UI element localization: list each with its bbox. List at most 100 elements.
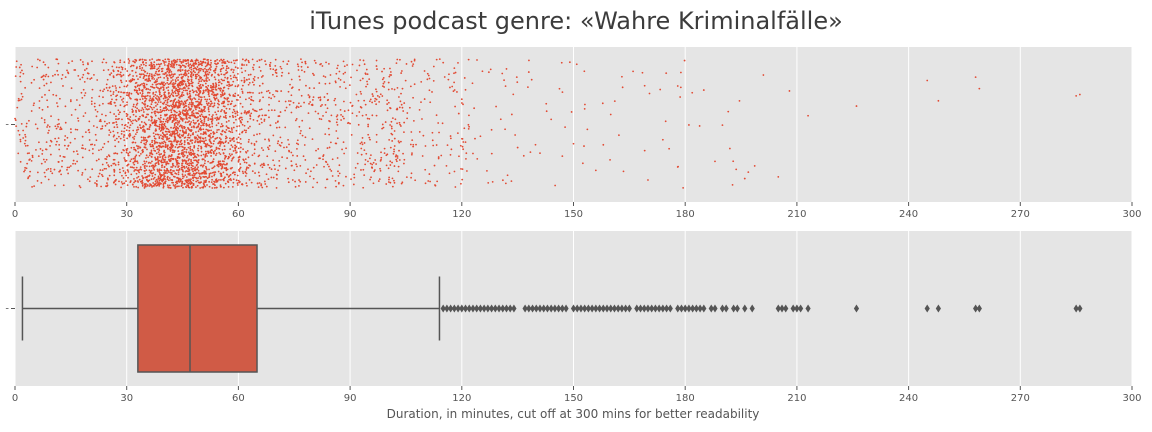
strip-point <box>200 87 202 90</box>
strip-point <box>359 142 362 145</box>
strip-point <box>359 79 362 82</box>
strip-point <box>240 116 243 119</box>
strip-point <box>143 142 146 145</box>
strip-point <box>100 173 103 176</box>
strip-point <box>181 135 184 137</box>
strip-point <box>188 182 191 184</box>
strip-point <box>474 137 476 140</box>
strip-point <box>213 102 216 105</box>
strip-point <box>141 101 144 104</box>
strip-point <box>363 99 366 102</box>
strip-point <box>219 163 222 166</box>
strip-point <box>138 87 141 90</box>
strip-point <box>117 118 119 121</box>
strip-point <box>189 98 192 101</box>
strip-point <box>156 108 159 111</box>
strip-point <box>184 174 187 177</box>
strip-point <box>495 105 497 108</box>
strip-point <box>108 134 111 136</box>
strip-point <box>167 169 170 172</box>
strip-point <box>175 185 177 188</box>
strip-point <box>145 108 148 110</box>
strip-point <box>287 181 290 184</box>
strip-point <box>219 70 222 73</box>
strip-point <box>83 94 86 97</box>
strip-point <box>211 90 214 93</box>
strip-point <box>326 107 329 110</box>
strip-point <box>245 64 248 66</box>
strip-point <box>196 168 199 170</box>
outlier-point <box>652 304 659 313</box>
strip-point <box>150 111 153 114</box>
strip-point <box>264 114 266 117</box>
strip-point <box>112 135 115 138</box>
strip-point <box>208 67 211 70</box>
strip-point <box>253 148 256 151</box>
strip-point <box>204 71 207 74</box>
strip-point <box>152 147 155 150</box>
strip-point <box>278 126 281 129</box>
strip-point <box>181 180 184 183</box>
strip-point <box>490 128 493 131</box>
strip-point <box>288 143 290 146</box>
strip-point <box>42 78 45 81</box>
strip-point <box>260 121 263 124</box>
strip-point <box>141 175 144 177</box>
strip-point <box>186 78 189 81</box>
strip-point <box>291 86 294 89</box>
strip-point <box>371 101 374 104</box>
strip-point <box>133 148 136 151</box>
strip-point <box>246 166 248 169</box>
strip-point <box>158 125 161 128</box>
strip-point <box>231 111 234 114</box>
strip-point <box>251 154 254 157</box>
strip-point <box>172 73 175 76</box>
strip-point <box>123 139 126 142</box>
strip-point <box>106 78 109 81</box>
strip-point <box>193 105 196 108</box>
strip-point <box>137 147 139 150</box>
strip-point <box>393 148 395 151</box>
strip-point <box>192 63 195 66</box>
strip-point <box>172 75 174 78</box>
strip-point <box>241 92 244 94</box>
strip-point <box>138 59 141 62</box>
strip-point <box>135 166 138 169</box>
strip-point <box>55 143 57 146</box>
strip-point <box>156 59 158 62</box>
strip-point <box>297 65 300 68</box>
strip-point <box>200 164 203 167</box>
strip-point <box>234 144 237 147</box>
strip-point <box>387 88 390 91</box>
strip-point <box>59 155 62 157</box>
strip-point <box>387 181 390 183</box>
strip-point <box>81 76 84 79</box>
strip-point <box>96 183 98 186</box>
strip-point <box>183 143 186 146</box>
strip-point <box>185 176 188 178</box>
strip-point <box>337 170 339 173</box>
strip-point <box>198 110 200 112</box>
strip-point <box>366 83 369 86</box>
strip-point <box>342 72 345 75</box>
outlier-point <box>682 304 688 313</box>
strip-point <box>69 100 72 103</box>
strip-point <box>144 167 146 170</box>
strip-point <box>175 181 177 184</box>
outlier-point <box>559 304 565 313</box>
strip-point <box>190 71 193 74</box>
strip-point <box>185 160 188 163</box>
strip-point <box>335 142 338 145</box>
strip-point <box>298 88 301 91</box>
strip-point <box>269 124 272 127</box>
strip-point <box>203 67 206 70</box>
strip-point <box>195 75 198 78</box>
strip-point <box>343 152 346 155</box>
strip-point <box>220 138 222 141</box>
strip-point <box>82 147 84 150</box>
outlier-point <box>496 304 502 313</box>
strip-point <box>236 125 238 128</box>
strip-point <box>151 97 154 100</box>
strip-point <box>158 90 161 93</box>
strip-point <box>192 150 195 152</box>
